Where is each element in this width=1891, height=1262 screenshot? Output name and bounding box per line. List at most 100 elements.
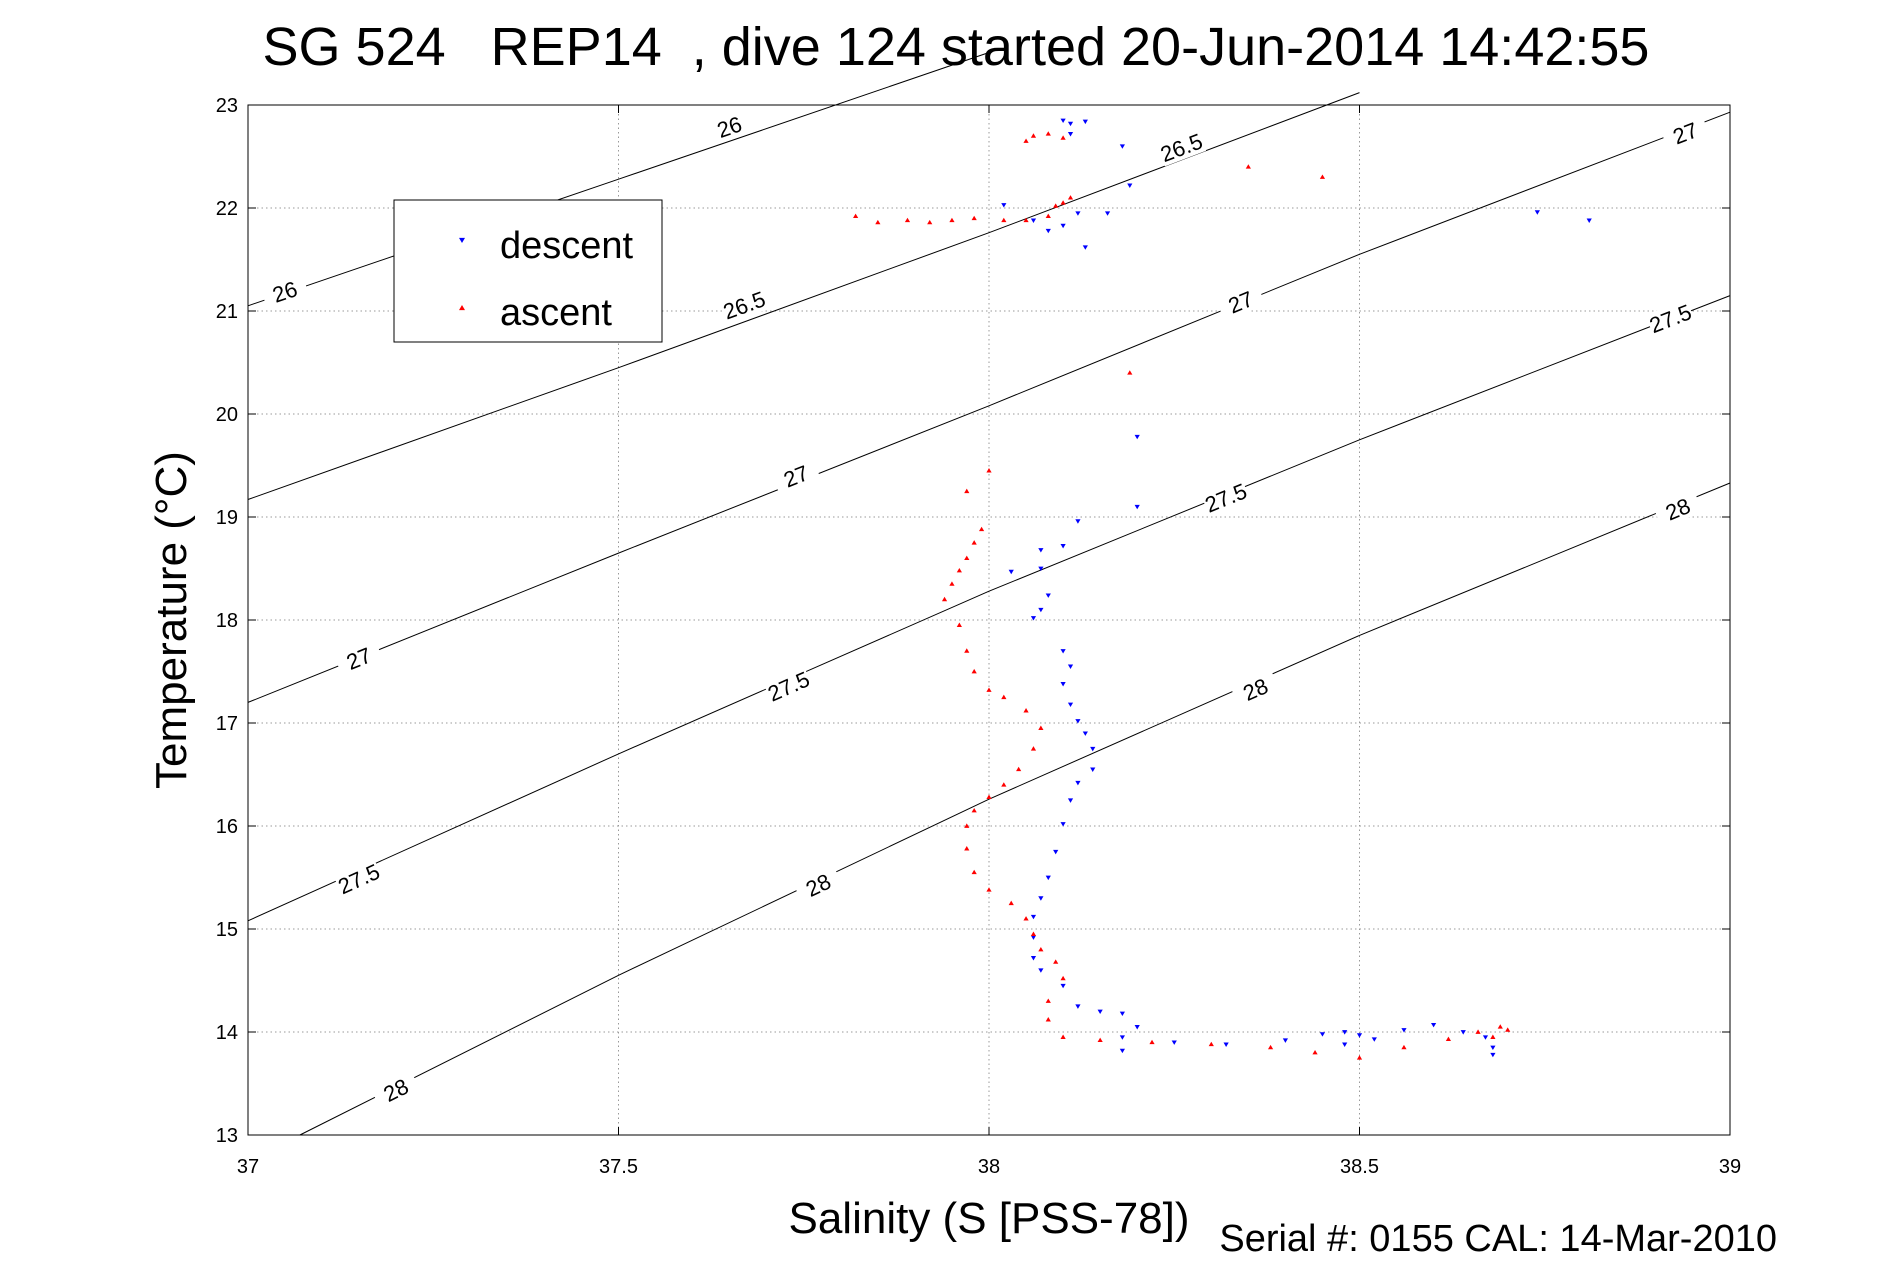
isopycnal-line xyxy=(247,111,1731,703)
ascent-point xyxy=(1053,203,1059,208)
ascent-point xyxy=(986,794,992,799)
ascent-point xyxy=(986,887,992,892)
descent-point xyxy=(1431,1022,1437,1028)
descent-point xyxy=(1060,822,1066,827)
ascent-point xyxy=(956,567,962,573)
descent-point xyxy=(1060,649,1066,654)
isopycnal-label-background xyxy=(704,108,755,146)
descent-point xyxy=(1075,719,1081,724)
descent-point xyxy=(1030,914,1037,920)
y-tick-label: 14 xyxy=(216,1022,238,1044)
descent-point xyxy=(1075,519,1081,524)
ascent-point xyxy=(904,217,911,223)
isopycnal-label-background xyxy=(333,858,384,899)
isopycnal-label-background xyxy=(1215,282,1266,322)
descent-point xyxy=(1460,1030,1466,1035)
ascent-point xyxy=(1016,766,1022,772)
descent-point xyxy=(1067,121,1074,127)
ascent-point xyxy=(971,215,977,221)
descent-point xyxy=(1030,218,1037,223)
legend-label-descent: descent xyxy=(500,225,634,267)
ascent-point xyxy=(986,468,992,473)
isopycnal-label-background xyxy=(333,638,384,678)
descent-point xyxy=(1119,1011,1125,1017)
ascent-point xyxy=(1097,1037,1103,1043)
legend-label-ascent: ascent xyxy=(500,292,612,334)
ascent-point xyxy=(1023,916,1029,921)
ascent-point xyxy=(1127,370,1133,375)
ascent-point xyxy=(1045,1017,1051,1022)
descent-point xyxy=(1030,935,1037,940)
ascent-point xyxy=(1356,1055,1363,1060)
descent-point xyxy=(1490,1052,1496,1058)
descent-point xyxy=(1342,1030,1348,1035)
ascent-point xyxy=(1497,1024,1503,1029)
descent-point xyxy=(1586,218,1592,223)
ascent-point xyxy=(964,823,970,828)
y-tick-label: 22 xyxy=(216,198,238,220)
descent-point xyxy=(1001,203,1007,208)
y-tick-label: 19 xyxy=(216,507,238,529)
descent-point xyxy=(1134,434,1140,440)
ascent-point xyxy=(1312,1050,1318,1055)
descent-point xyxy=(1490,1045,1496,1051)
descent-point xyxy=(1008,569,1014,575)
descent-point xyxy=(1371,1037,1377,1042)
ascent-point xyxy=(1060,975,1066,981)
ascent-point xyxy=(971,668,977,674)
isopycnal-label-background xyxy=(1645,299,1696,338)
descent-point xyxy=(1060,682,1066,687)
y-tick-label: 13 xyxy=(216,1125,238,1147)
x-tick-label: 38.5 xyxy=(1340,1156,1379,1178)
descent-point xyxy=(1534,210,1540,215)
descent-point xyxy=(1045,228,1051,234)
ascent-point xyxy=(1067,195,1074,200)
ascent-point xyxy=(1008,900,1014,906)
descent-point xyxy=(1030,616,1037,621)
x-axis-label: Salinity (S [PSS-78]) xyxy=(788,1194,1189,1243)
isopycnal-label-background xyxy=(1200,478,1251,517)
descent-point xyxy=(1060,118,1066,124)
y-tick-label: 23 xyxy=(216,95,238,117)
ascent-point xyxy=(1038,947,1044,952)
descent-point xyxy=(1171,1040,1177,1045)
descent-point xyxy=(1104,211,1111,216)
ascent-point xyxy=(964,555,970,561)
y-tick-label: 20 xyxy=(216,404,238,426)
ascent-point xyxy=(941,596,948,602)
descent-point xyxy=(1067,702,1074,708)
ascent-point xyxy=(1030,133,1037,138)
descent-point xyxy=(1045,875,1051,881)
descent-point xyxy=(1401,1028,1407,1033)
descent-point xyxy=(1342,1042,1348,1047)
descent-point xyxy=(1082,119,1088,125)
ascent-point xyxy=(1060,200,1066,205)
descent-point xyxy=(1119,144,1125,149)
descent-point xyxy=(1127,183,1133,188)
ascent-point xyxy=(1445,1036,1452,1042)
isopycnal-label-background xyxy=(771,456,821,496)
descent-point xyxy=(1060,544,1066,549)
isopycnal-label-background xyxy=(260,273,310,310)
isopycnal-line xyxy=(299,482,1731,1136)
ascent-point xyxy=(1001,217,1007,223)
ascent-point xyxy=(1060,135,1066,140)
isopycnal-label-background xyxy=(1230,669,1281,709)
ascent-point xyxy=(1045,213,1051,219)
descent-point xyxy=(1223,1042,1229,1047)
descent-point xyxy=(1075,780,1081,786)
ascent-point xyxy=(1030,746,1037,751)
ascent-point xyxy=(956,622,962,627)
ascent-point xyxy=(964,648,970,653)
descent-point xyxy=(1090,746,1096,752)
x-tick-label: 37 xyxy=(237,1156,259,1178)
serial-calibration-note: Serial #: 0155 CAL: 14-Mar-2010 xyxy=(1219,1218,1777,1260)
isopycnal-label-background xyxy=(1652,489,1703,529)
legend: descent ascent xyxy=(393,199,663,343)
ascent-point xyxy=(1001,694,1007,700)
ascent-point xyxy=(1038,725,1044,730)
ascent-point xyxy=(1045,131,1051,136)
x-tick-label: 38 xyxy=(978,1156,1000,1178)
descent-point xyxy=(1075,211,1081,216)
